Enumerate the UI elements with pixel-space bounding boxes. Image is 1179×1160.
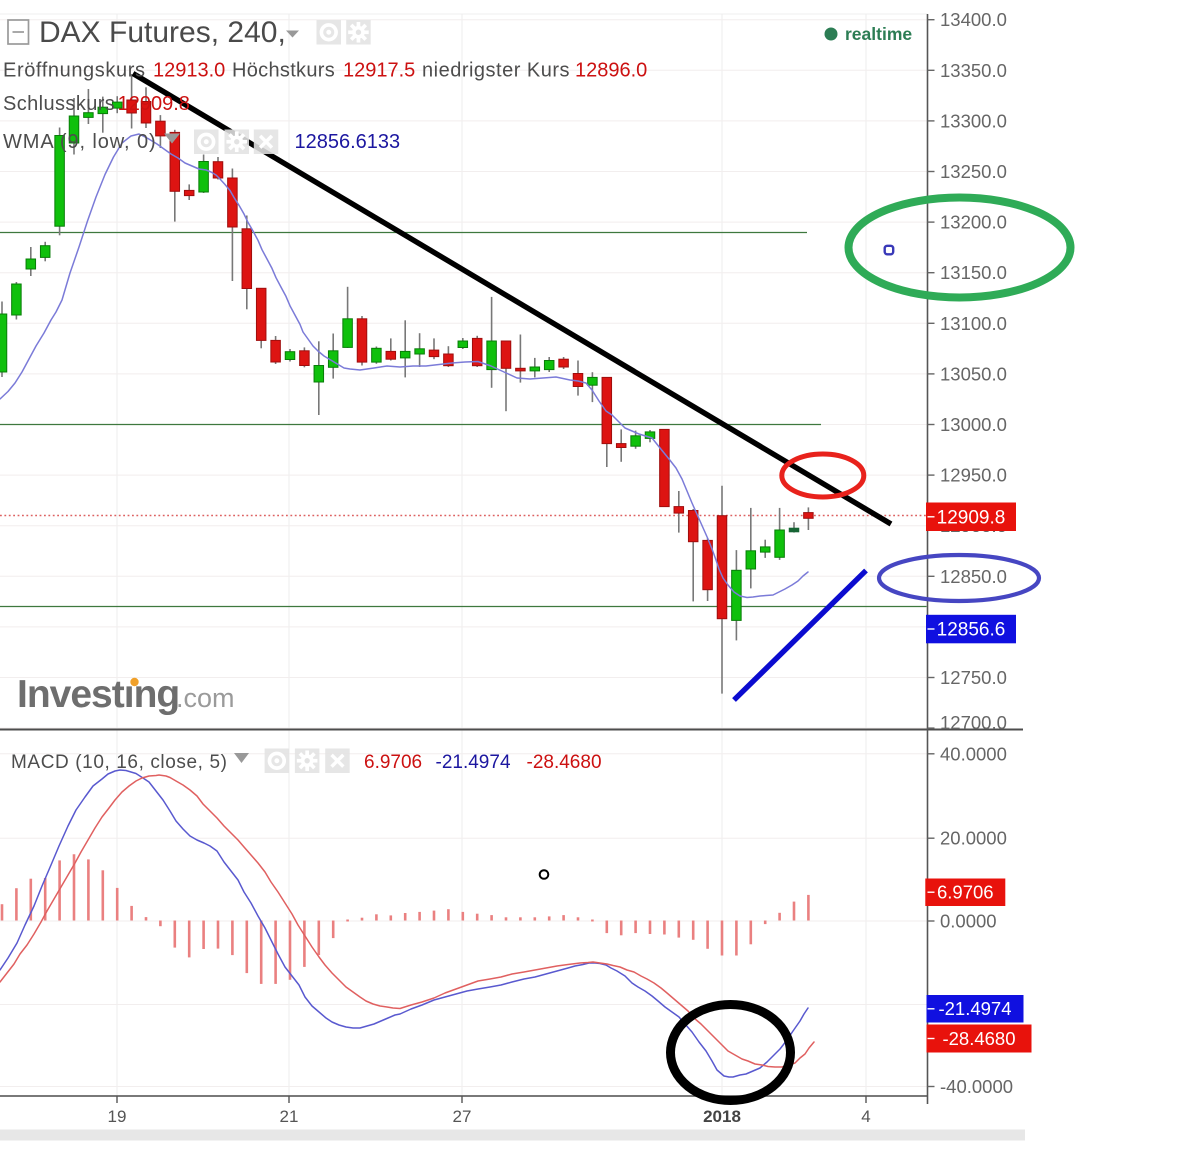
svg-text:40.0000: 40.0000	[940, 743, 1007, 764]
svg-text:12750.0: 12750.0	[940, 667, 1007, 688]
svg-text:realtime: realtime	[845, 24, 912, 44]
svg-text:DAX Futures, 240,: DAX Futures, 240,	[39, 16, 286, 49]
svg-text:-21.4974: -21.4974	[436, 752, 511, 773]
svg-text:6.9706: 6.9706	[937, 882, 994, 903]
svg-text:13250.0: 13250.0	[940, 161, 1007, 182]
svg-text:27: 27	[453, 1107, 472, 1126]
svg-text:21: 21	[280, 1107, 299, 1126]
svg-text:niedrigster Kurs: niedrigster Kurs	[422, 60, 570, 82]
svg-text:13050.0: 13050.0	[940, 363, 1007, 384]
svg-text:13000.0: 13000.0	[940, 414, 1007, 435]
svg-text:13350.0: 13350.0	[940, 60, 1007, 81]
svg-text:-28.4680: -28.4680	[527, 752, 602, 773]
svg-text:13100.0: 13100.0	[940, 313, 1007, 334]
svg-text:12913.0: 12913.0	[153, 60, 225, 82]
svg-text:4: 4	[861, 1107, 870, 1126]
svg-text:12909.8: 12909.8	[937, 507, 1006, 528]
svg-text:Eröffnungskurs: Eröffnungskurs	[3, 60, 146, 82]
svg-text:0.0000: 0.0000	[940, 911, 997, 932]
svg-text:12700.0: 12700.0	[940, 712, 1007, 733]
svg-text:6.9706: 6.9706	[364, 752, 422, 773]
svg-text:12909.8: 12909.8	[118, 93, 190, 115]
svg-text:13300.0: 13300.0	[940, 110, 1007, 131]
svg-text:Investıng: Investıng	[17, 673, 179, 716]
svg-text:12917.5: 12917.5	[343, 60, 415, 82]
svg-text:2018: 2018	[703, 1107, 741, 1126]
svg-text:12856.6133: 12856.6133	[295, 131, 401, 153]
svg-text:12896.0: 12896.0	[575, 60, 647, 82]
svg-text:13400.0: 13400.0	[940, 9, 1007, 30]
svg-text:-40.0000: -40.0000	[940, 1076, 1013, 1097]
svg-text:-28.4680: -28.4680	[942, 1028, 1015, 1049]
svg-text:12856.6: 12856.6	[937, 620, 1006, 641]
svg-text:WMA (9, low, 0): WMA (9, low, 0)	[3, 131, 157, 153]
svg-text:Schlusskurs: Schlusskurs	[3, 93, 115, 115]
svg-text:12950.0: 12950.0	[940, 465, 1007, 486]
svg-text:20.0000: 20.0000	[940, 828, 1007, 849]
svg-text:13200.0: 13200.0	[940, 212, 1007, 233]
svg-text:Höchstkurs: Höchstkurs	[232, 60, 335, 82]
svg-text:.com: .com	[176, 683, 235, 713]
svg-text:12850.0: 12850.0	[940, 566, 1007, 587]
svg-text:-21.4974: -21.4974	[938, 998, 1011, 1019]
svg-text:13150.0: 13150.0	[940, 262, 1007, 283]
svg-text:MACD (10, 16, close, 5): MACD (10, 16, close, 5)	[11, 752, 228, 773]
svg-text:19: 19	[108, 1107, 127, 1126]
